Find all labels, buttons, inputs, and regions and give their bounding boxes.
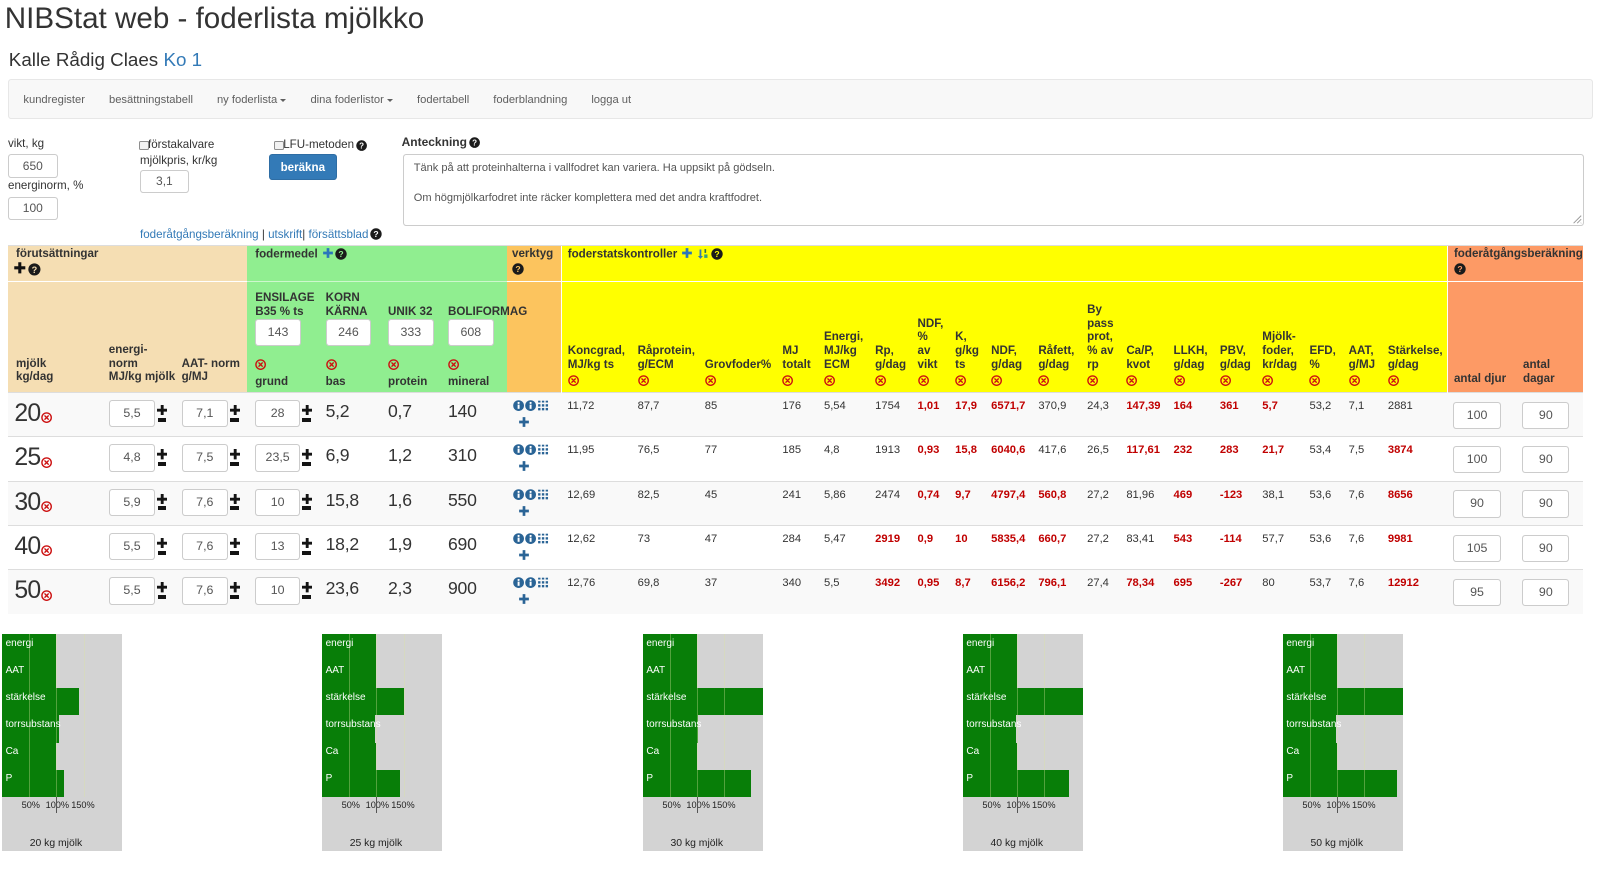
svg-text:?: ? [472,139,477,148]
svg-text:?: ? [373,230,378,240]
svg-text:?: ? [515,264,520,274]
svg-text:?: ? [32,265,38,275]
svg-text:?: ? [359,141,364,150]
svg-text:?: ? [339,249,344,259]
svg-text:?: ? [1457,264,1462,274]
svg-text:?: ? [714,249,719,259]
